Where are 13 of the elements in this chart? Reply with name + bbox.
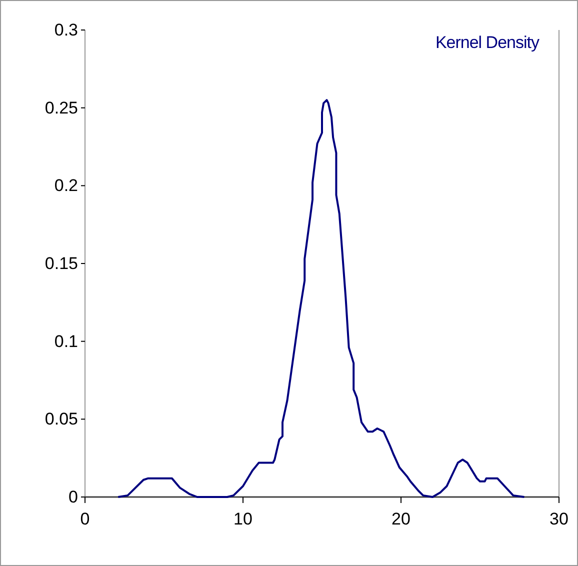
- y-tick-label: 0.05: [44, 410, 78, 429]
- x-tick-label: 30: [550, 510, 568, 529]
- text: Kernel Density: [435, 33, 540, 52]
- y-tick-label: 0.2: [54, 176, 78, 196]
- y-tick-label: 0.25: [44, 98, 78, 118]
- line-series: [117, 99, 526, 498]
- x-tick-label: 0: [80, 510, 90, 529]
- y-tick-label: 0: [68, 487, 78, 506]
- y-tick-label: 0.1: [54, 332, 78, 351]
- y-tick-label: 0.3: [54, 20, 78, 40]
- x-tick-label: 20: [392, 510, 410, 529]
- x-tick-label: 10: [234, 510, 252, 529]
- y-tick-label: 0.15: [44, 254, 78, 273]
